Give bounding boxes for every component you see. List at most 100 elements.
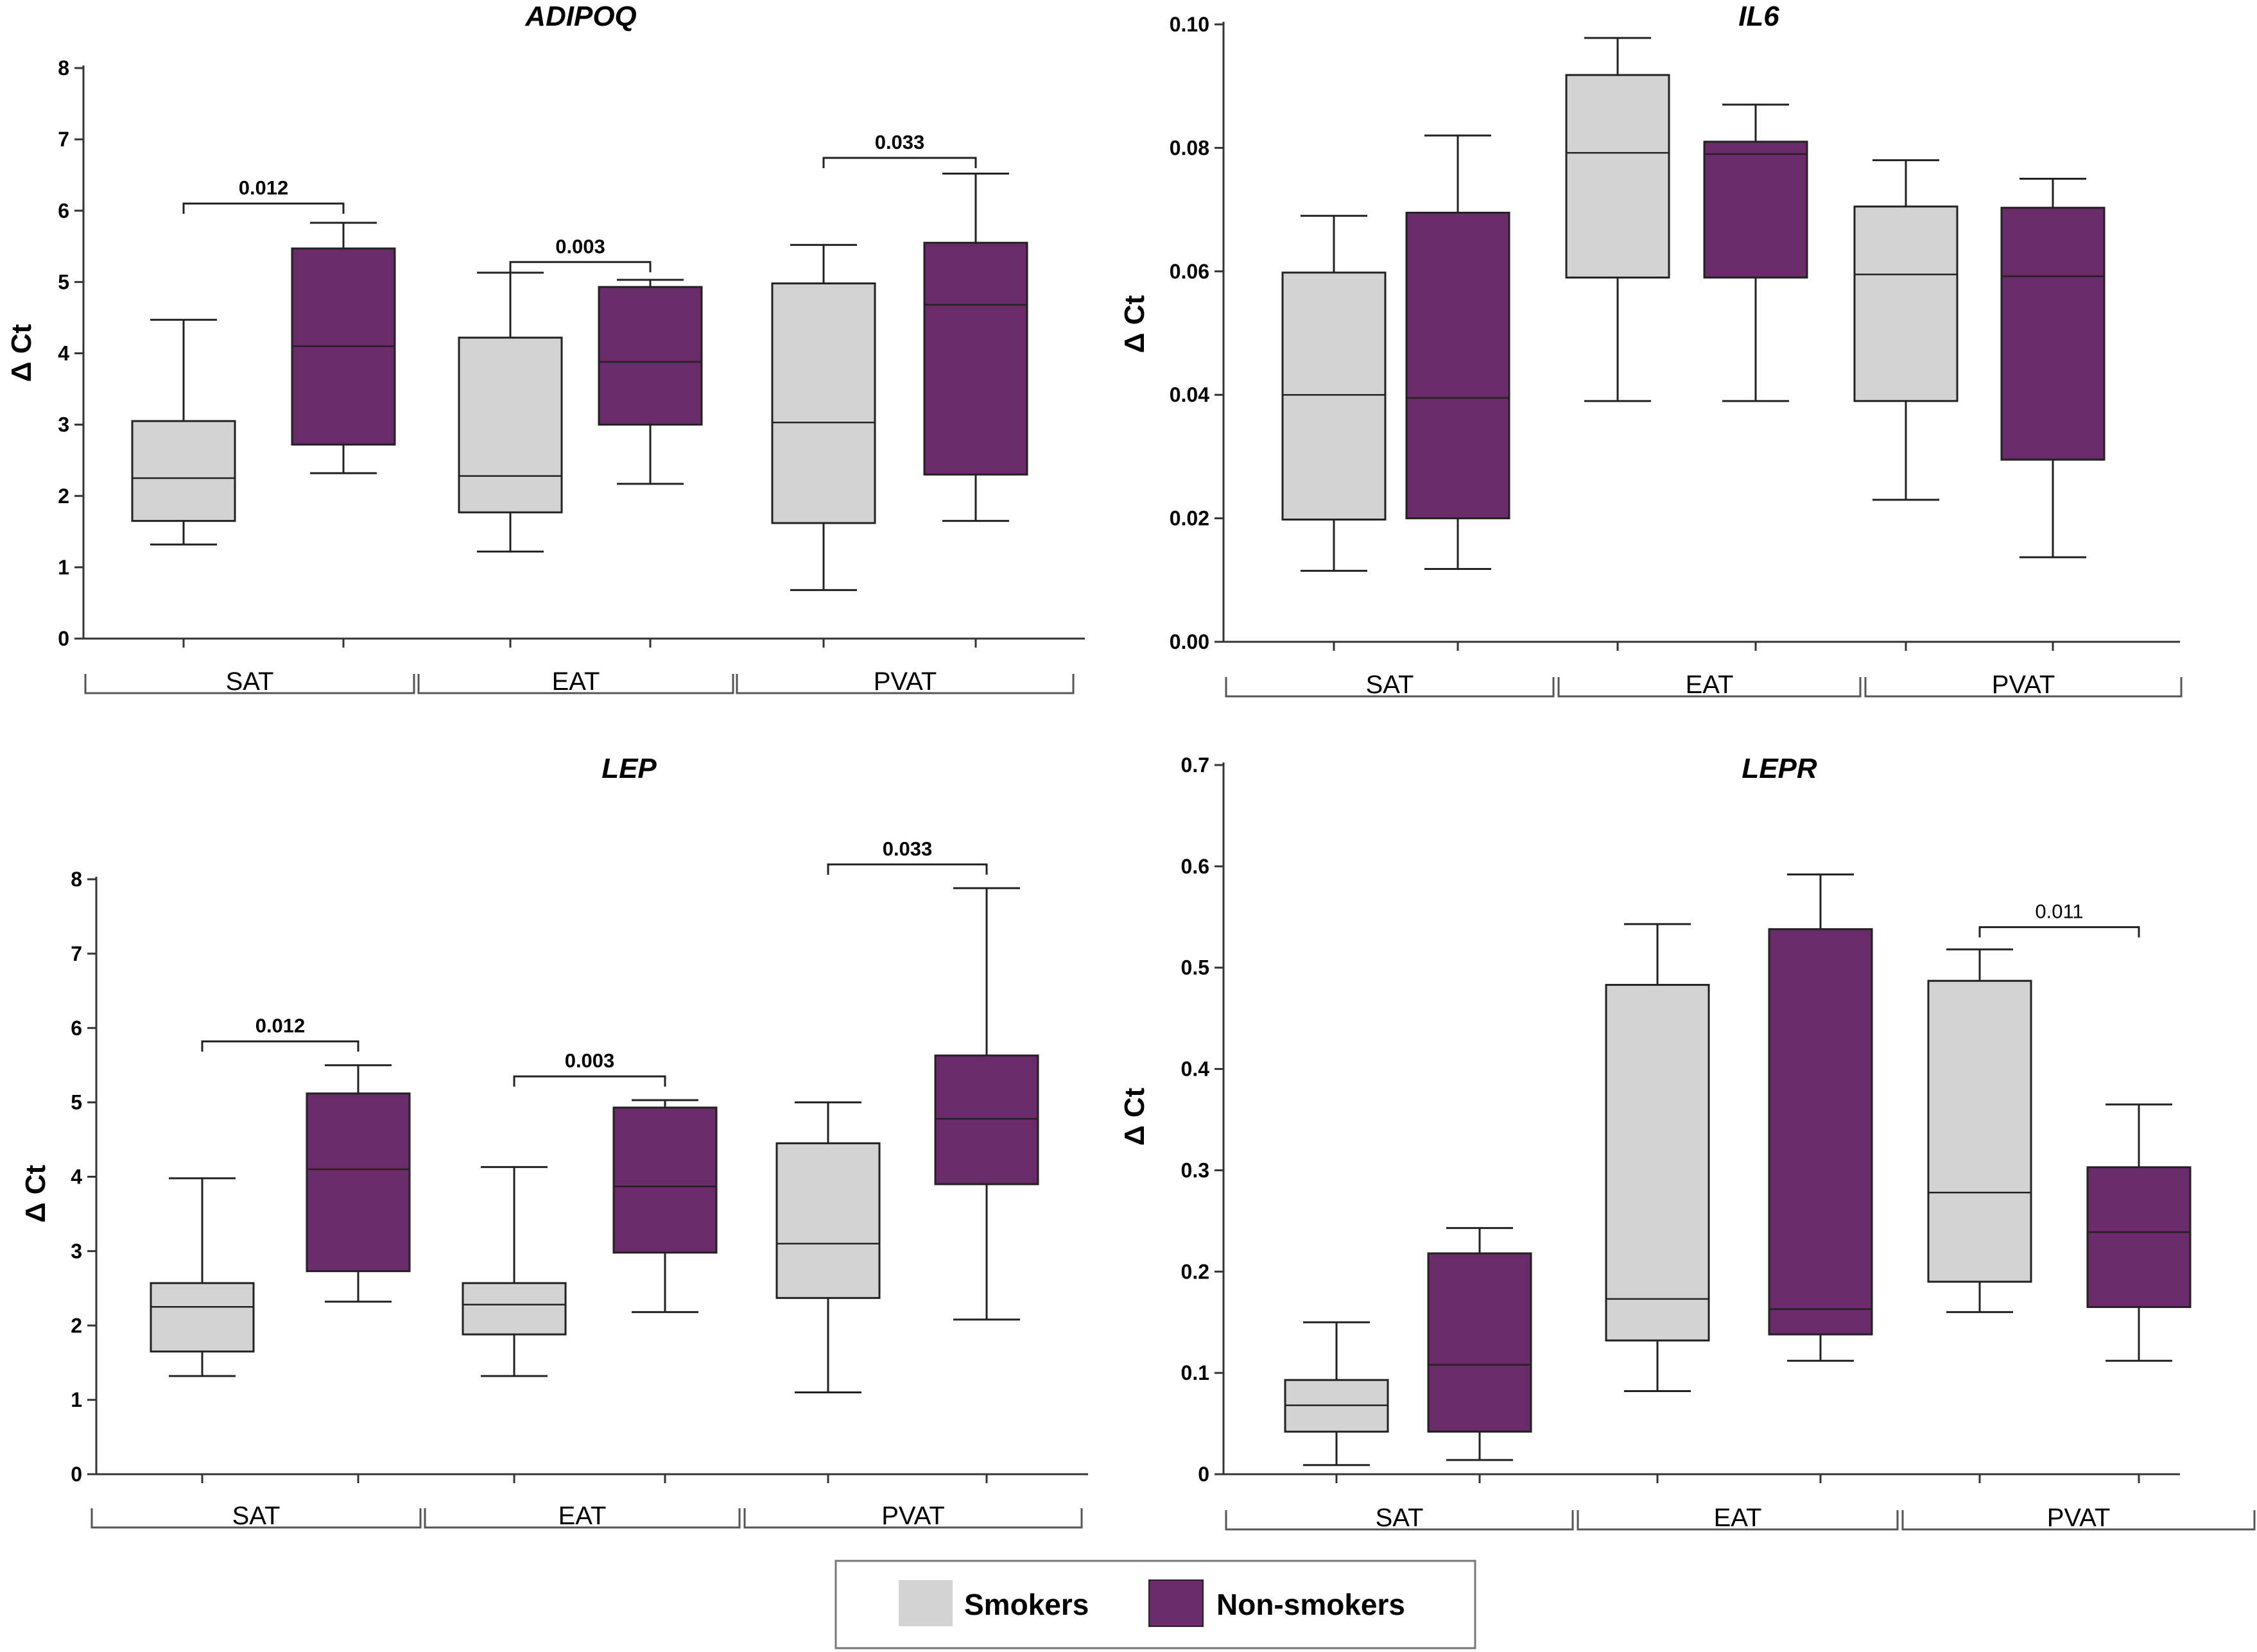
group-bracket xyxy=(424,1508,741,1529)
panel-title: IL6 xyxy=(1738,1,1779,32)
y-tick-label: 0.3 xyxy=(1181,1158,1209,1182)
panel-lep: LEP Δ Ct 0 1 2 3 4 5 6 7 8 SAT EAT PVAT 0.012 0.003 0.03… xyxy=(20,753,1088,1530)
group-bracket xyxy=(1577,1510,1899,1531)
legend-label-nonsmokers: Non-smokers xyxy=(1216,1588,1405,1621)
y-tick-label: 0.08 xyxy=(1170,136,1209,159)
y-tick-label: 8 xyxy=(71,868,82,891)
legend-label-smokers: Smokers xyxy=(964,1588,1089,1621)
box-iqr xyxy=(2086,1166,2192,1309)
box-iqr xyxy=(150,1282,255,1353)
y-axis-label: Δ Ct xyxy=(6,324,37,383)
y-tick-label: 0.06 xyxy=(1170,260,1209,283)
box-iqr xyxy=(1703,141,1808,279)
group-label: PVAT xyxy=(874,667,937,696)
group-bracket xyxy=(1225,1510,1574,1531)
significance-bracket xyxy=(822,157,977,169)
group-label: EAT xyxy=(1686,671,1734,699)
box-nonsmokers xyxy=(1427,1226,1532,1461)
group-label: SAT xyxy=(1366,671,1414,699)
significance-bracket xyxy=(513,1075,666,1087)
box-nonsmokers xyxy=(598,279,703,485)
group-label: EAT xyxy=(558,1502,607,1530)
box-iqr xyxy=(1565,74,1670,279)
box-iqr xyxy=(1605,984,1710,1342)
box-nonsmokers xyxy=(923,172,1028,522)
group-bracket xyxy=(1864,677,2183,698)
p-value-label: 0.012 xyxy=(255,1015,306,1037)
box-smokers xyxy=(775,1101,881,1394)
box-smokers xyxy=(771,244,876,591)
p-value-label: 0.012 xyxy=(239,176,289,199)
y-tick-label: 0 xyxy=(71,1463,82,1486)
box-smokers xyxy=(458,271,563,553)
box-smokers xyxy=(1284,1321,1389,1467)
y-tick-label: 4 xyxy=(58,342,69,365)
box-iqr xyxy=(1768,928,1873,1336)
panel-adipoq: ADIPOQ Δ Ct 0 1 2 3 4 5 6 7 8 SAT EAT PVAT 0.012 0.003 0… xyxy=(6,1,1085,696)
y-tick-label: 1 xyxy=(71,1388,82,1411)
y-tick-label: 4 xyxy=(71,1166,82,1189)
y-tick-label: 5 xyxy=(58,270,69,293)
legend: Smokers Non-smokers xyxy=(834,1560,1476,1649)
panel-title: LEPR xyxy=(1742,753,1817,784)
group-label: PVAT xyxy=(1992,671,2055,699)
box-smokers xyxy=(1605,923,1710,1393)
box-smokers xyxy=(1853,159,1959,501)
p-value-label: 0.003 xyxy=(555,235,605,257)
box-iqr xyxy=(598,286,703,426)
group-bracket xyxy=(743,1508,1083,1529)
significance-bracket xyxy=(182,202,345,214)
box-smokers xyxy=(150,1177,255,1377)
box-iqr xyxy=(2000,207,2106,461)
box-nonsmokers xyxy=(1703,103,1808,402)
group-label: EAT xyxy=(1714,1504,1762,1532)
y-tick-label: 7 xyxy=(58,128,69,151)
box-iqr xyxy=(1927,979,2032,1283)
y-axis-label: Δ Ct xyxy=(20,1165,51,1223)
panel-lepr: LEPR Δ Ct 0 0.1 0.2 0.3 0.4 0.5 0.6 0.7 SAT EAT PVAT… xyxy=(1119,753,2256,1532)
y-tick-label: 0.04 xyxy=(1170,383,1209,406)
group-bracket xyxy=(1901,1510,2256,1531)
y-tick-label: 3 xyxy=(71,1239,82,1262)
y-axis-label: Δ Ct xyxy=(1119,295,1150,354)
box-iqr xyxy=(1405,211,1510,520)
p-value-label: 0.011 xyxy=(2035,900,2083,923)
group-label: SAT xyxy=(232,1502,281,1530)
y-tick-label: 6 xyxy=(71,1017,82,1040)
significance-bracket xyxy=(827,863,988,875)
box-iqr xyxy=(923,241,1028,476)
y-tick-label: 2 xyxy=(71,1314,82,1337)
box-smokers xyxy=(462,1166,567,1377)
group-label: PVAT xyxy=(2047,1504,2111,1532)
panel-title: ADIPOQ xyxy=(524,1,637,32)
box-nonsmokers xyxy=(1768,873,1873,1362)
y-tick-label: 0 xyxy=(58,627,69,650)
y-tick-label: 0.10 xyxy=(1170,13,1209,36)
box-nonsmokers xyxy=(291,221,396,474)
box-iqr xyxy=(458,336,563,513)
y-tick-label: 3 xyxy=(58,413,69,436)
group-bracket xyxy=(736,674,1075,694)
p-value-label: 0.003 xyxy=(565,1049,615,1072)
y-tick-label: 8 xyxy=(58,56,69,80)
box-nonsmokers xyxy=(934,887,1039,1321)
box-smokers xyxy=(131,318,236,546)
box-nonsmokers xyxy=(2000,178,2106,558)
significance-bracket xyxy=(509,261,652,273)
y-tick-label: 0.1 xyxy=(1181,1361,1209,1384)
y-tick-label: 0.6 xyxy=(1181,855,1209,878)
box-iqr xyxy=(1853,205,1959,402)
y-tick-label: 2 xyxy=(58,485,69,508)
y-tick-label: 0.2 xyxy=(1181,1260,1209,1283)
group-bracket xyxy=(91,1508,422,1529)
p-value-label: 0.033 xyxy=(875,131,925,153)
box-iqr xyxy=(462,1282,567,1336)
box-iqr xyxy=(306,1092,411,1273)
box-nonsmokers xyxy=(612,1099,718,1313)
legend-swatch-nonsmokers xyxy=(1148,1579,1204,1627)
y-tick-label: 0 xyxy=(1198,1463,1209,1486)
y-axis-label: Δ Ct xyxy=(1119,1088,1150,1146)
box-iqr xyxy=(934,1054,1039,1185)
y-tick-label: 0.02 xyxy=(1170,507,1209,530)
